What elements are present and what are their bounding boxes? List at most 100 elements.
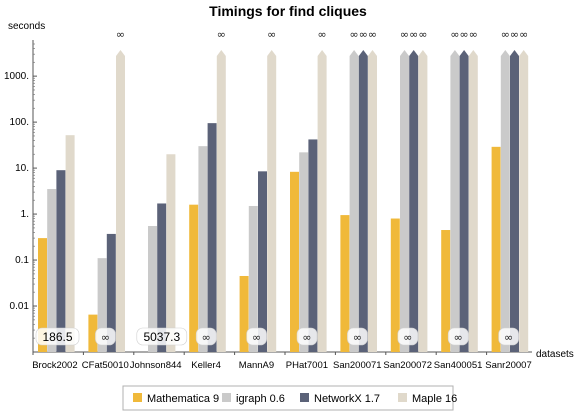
bar	[106, 233, 116, 352]
infinity-label: ∞	[267, 28, 276, 41]
value-box	[498, 327, 519, 346]
infinity-label: ∞	[469, 28, 478, 41]
bar	[409, 50, 419, 352]
bar	[248, 205, 258, 352]
x-tick-label: Johnson844	[130, 360, 182, 371]
legend-entry: NetworkX 1.7	[314, 393, 380, 405]
bar	[189, 204, 199, 352]
bar	[216, 50, 226, 352]
bars: ∞ ∞ ∞ ∞ ∞ ∞ ∞ ∞ ∞ ∞ ∞ ∞ ∞ ∞ ∞ ∞	[38, 28, 528, 352]
bar	[441, 230, 451, 352]
legend-swatch	[300, 393, 309, 402]
value-box	[347, 327, 368, 346]
bar	[88, 314, 98, 352]
bar	[65, 135, 75, 352]
x-tick-label: Keller4	[191, 360, 221, 371]
bar	[258, 171, 267, 352]
overlays: 186.5 ∞ 5037.3 ∞ ∞ ∞ ∞ ∞ ∞ ∞	[35, 327, 519, 346]
bar	[47, 189, 57, 352]
infinity-label: ∞	[350, 28, 359, 41]
bar	[166, 154, 176, 352]
value-box-label: ∞	[504, 331, 513, 344]
infinity-label: ∞	[510, 28, 519, 41]
axes: 0.01 0.1 1. 10. 100. 1000. Brock2002 CFat50010 J…	[4, 40, 532, 371]
infinity-label: ∞	[409, 28, 418, 41]
x-tick-label: MannA9	[239, 360, 274, 371]
x-tick-label: CFat50010	[82, 360, 129, 371]
bar	[519, 50, 529, 352]
bar	[500, 50, 510, 352]
y-tick-label: 0.01	[10, 301, 30, 312]
y-tick-label: 1000.	[4, 71, 29, 82]
bar	[97, 258, 107, 352]
bar	[418, 50, 428, 352]
bar	[148, 226, 157, 352]
bar	[198, 146, 208, 352]
infinity-label: ∞	[418, 28, 427, 41]
infinity-label: ∞	[460, 28, 469, 41]
x-tick-label: Brock2002	[32, 360, 77, 371]
y-tick-label: 1.	[21, 209, 29, 220]
value-box-label: ∞	[202, 331, 211, 344]
x-tick-label: PHat7001	[286, 360, 328, 371]
bar	[349, 50, 359, 352]
infinity-label: ∞	[519, 28, 528, 41]
infinity-label: ∞	[400, 28, 409, 41]
infinity-label: ∞	[450, 28, 459, 41]
x-tick-label: San200071	[333, 360, 382, 371]
value-box-label: ∞	[454, 331, 463, 344]
value-box	[397, 327, 419, 346]
bar	[157, 203, 167, 352]
y-tick-label: 100.	[10, 117, 29, 128]
y-tick-label: 0.1	[15, 255, 29, 266]
bar	[510, 50, 519, 352]
value-box	[95, 327, 116, 346]
legend: Mathematica 9 igraph 0.6 NetworkX 1.7 Maple…	[122, 385, 457, 411]
bar	[239, 275, 249, 352]
x-tick-label: San200072	[383, 360, 432, 371]
legend-entry: Mathematica 9	[147, 393, 219, 405]
value-box-label: ∞	[403, 331, 412, 344]
value-box-label: ∞	[252, 331, 261, 344]
bar	[450, 50, 460, 352]
bar	[56, 170, 66, 352]
legend-swatch	[133, 393, 142, 402]
value-box	[296, 327, 318, 346]
legend-swatch	[398, 393, 407, 402]
legend-swatch	[222, 393, 231, 402]
bar	[358, 50, 368, 352]
x-axis-label: datasets	[536, 349, 574, 360]
x-tick-label: San400051	[434, 360, 483, 371]
infinity-label: ∞	[318, 28, 327, 41]
bar	[491, 146, 501, 352]
bar	[459, 50, 469, 352]
infinity-label: ∞	[359, 28, 368, 41]
bar	[390, 218, 400, 352]
value-box-label: ∞	[353, 331, 362, 344]
bar	[116, 50, 125, 352]
bar	[400, 50, 409, 352]
value-box	[246, 327, 267, 346]
bar	[468, 50, 478, 352]
value-box	[447, 327, 469, 346]
value-box	[195, 327, 217, 346]
infinity-label: ∞	[217, 28, 226, 41]
bar	[299, 152, 309, 352]
value-box	[136, 327, 188, 346]
infinity-label: ∞	[116, 28, 125, 41]
chart-title: Timings for find cliques	[209, 3, 367, 19]
bar	[207, 123, 217, 352]
legend-entry: Maple 16	[412, 393, 457, 405]
bar	[290, 171, 299, 352]
y-tick-label: 10.	[15, 163, 29, 174]
infinity-label: ∞	[368, 28, 377, 41]
x-tick-label: Sanr20007	[485, 360, 531, 371]
value-box-label: ∞	[101, 331, 110, 344]
bar	[368, 50, 377, 352]
value-box-label: 186.5	[42, 330, 72, 344]
bar	[38, 238, 47, 352]
y-axis-label: seconds	[8, 21, 45, 32]
infinity-label: ∞	[501, 28, 510, 41]
bar	[340, 215, 350, 352]
